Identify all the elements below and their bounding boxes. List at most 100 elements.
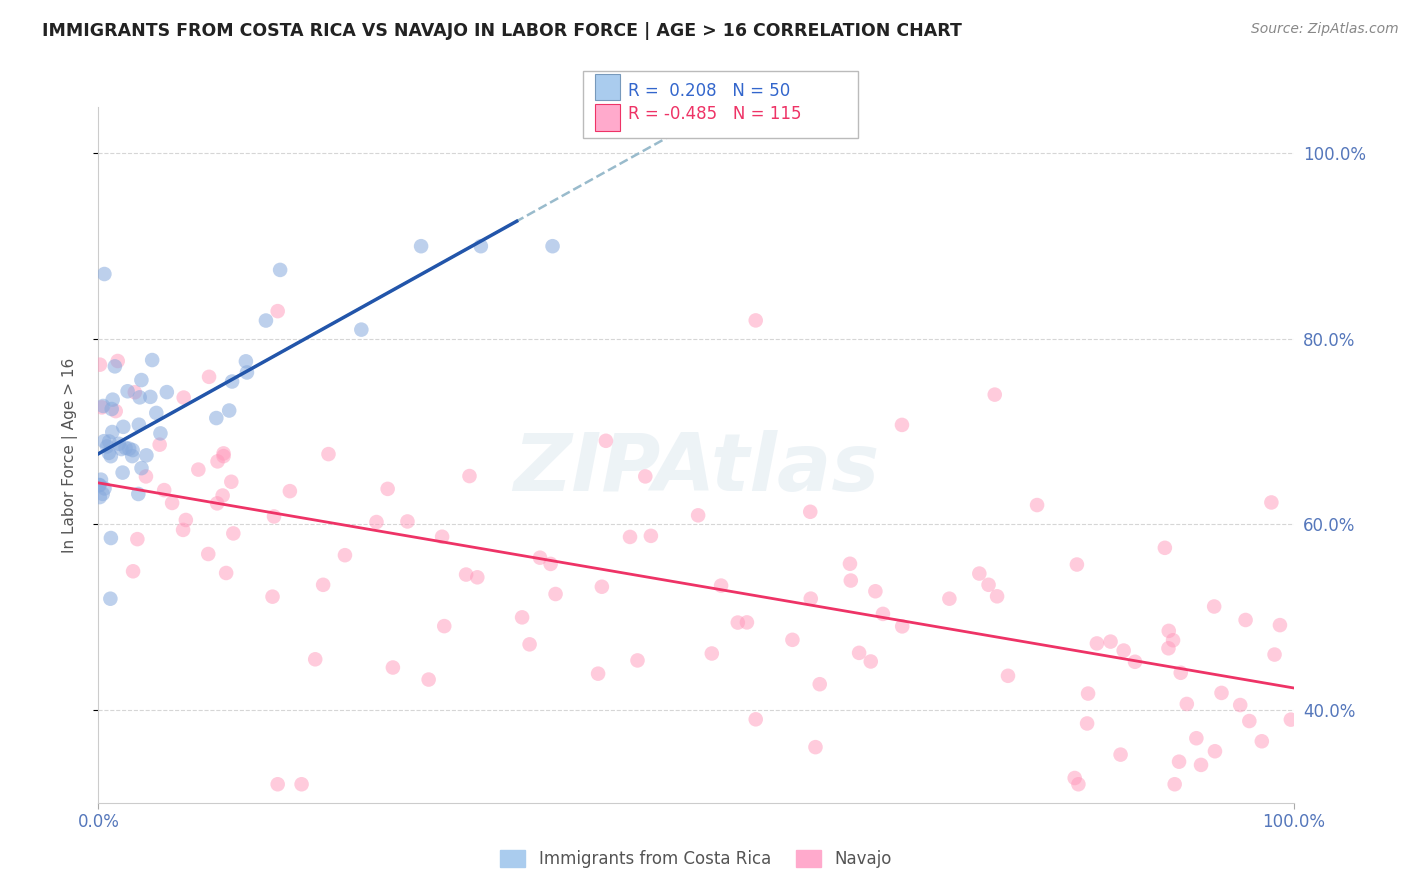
Point [470,239,492,253]
Point [804,740,827,755]
Text: IMMIGRANTS FROM COSTA RICA VS NAVAJO IN LABOR FORCE | AGE > 16 CORRELATION CHART: IMMIGRANTS FROM COSTA RICA VS NAVAJO IN … [42,22,962,40]
Point [98,434,121,449]
Point [278,484,301,499]
Point [591,580,613,594]
Point [112,420,135,434]
Point [1066,558,1088,572]
Point [205,411,228,425]
Point [1077,687,1099,701]
Point [700,647,723,661]
Point [87,478,110,492]
Point [215,566,238,580]
Point [97,446,120,460]
Point [381,660,404,674]
Point [872,607,894,621]
Point [90,401,112,415]
Point [1268,618,1291,632]
Point [377,482,399,496]
Point [131,373,153,387]
Point [510,610,533,624]
Point [124,385,146,400]
Point [1229,698,1251,712]
Point [865,584,887,599]
Point [1026,498,1049,512]
Point [727,615,749,630]
Point [808,677,831,691]
Point [1250,734,1272,748]
Point [735,615,758,630]
Point [1204,599,1226,614]
Point [333,548,356,562]
Point [1153,541,1175,555]
Point [104,404,127,418]
Point [634,469,657,483]
Point [1063,771,1085,785]
Point [156,385,179,400]
Point [117,384,139,399]
Point [104,359,127,374]
Point [848,646,870,660]
Point [586,666,609,681]
Point [1109,747,1132,762]
Point [93,434,115,449]
Point [145,406,167,420]
Point [91,487,114,501]
Point [1161,633,1184,648]
Point [458,469,481,483]
Point [1211,686,1233,700]
Point [969,566,991,581]
Point [93,267,115,281]
Point [418,673,440,687]
Text: ZIPAtlas: ZIPAtlas [513,430,879,508]
Point [800,591,823,606]
Point [174,513,197,527]
Point [114,441,136,455]
Point [160,496,183,510]
Point [121,443,143,458]
Point [267,304,290,318]
Point [304,652,326,666]
Point [997,669,1019,683]
Point [221,475,243,489]
Point [1279,713,1302,727]
Point [218,403,240,417]
Point [122,564,145,578]
Point [541,239,564,253]
Point [1085,636,1108,650]
Point [1099,634,1122,648]
Point [891,619,914,633]
Point [212,446,235,460]
Point [110,442,132,456]
Point [891,417,914,432]
Point [433,619,456,633]
Point [465,570,488,584]
Point [101,425,124,439]
Point [207,454,229,468]
Point [211,489,233,503]
Point [350,323,373,337]
Point [1157,641,1180,656]
Point [135,448,157,462]
Point [100,449,122,463]
Point [977,578,1000,592]
Point [131,461,153,475]
Point [236,366,259,380]
Point [221,375,243,389]
Point [118,442,141,456]
Point [839,557,862,571]
Point [135,469,157,483]
Point [121,449,143,463]
Point [235,354,257,368]
Point [1175,697,1198,711]
Point [1260,495,1282,509]
Point [111,466,134,480]
Point [100,531,122,545]
Text: Source: ZipAtlas.com: Source: ZipAtlas.com [1251,22,1399,37]
Point [141,353,163,368]
Point [96,440,118,454]
Point [269,263,291,277]
Point [745,712,768,726]
Point [198,369,221,384]
Point [90,473,112,487]
Point [984,387,1007,401]
